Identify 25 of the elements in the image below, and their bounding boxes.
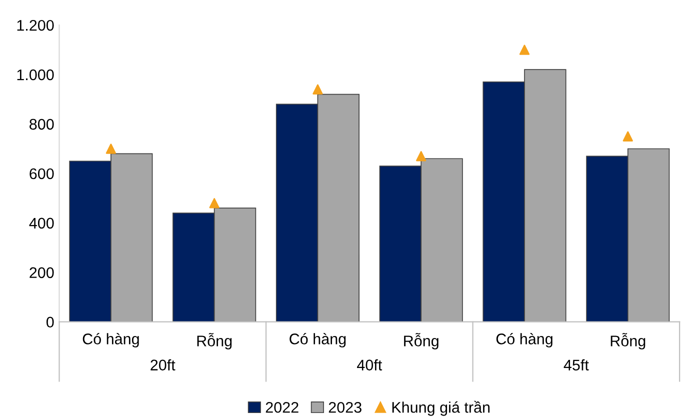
y-tick-label: 1.200 (17, 20, 54, 31)
y-tick-label: 200 (30, 267, 54, 278)
point (312, 84, 323, 94)
y-tick-label: 1.000 (17, 69, 54, 80)
point (209, 198, 220, 208)
point (622, 131, 633, 142)
x-tick-label: Có hàng (496, 332, 552, 348)
point (519, 44, 530, 55)
y-tick-label: 800 (30, 118, 54, 130)
x-tick-label: Rỗng (404, 332, 438, 350)
y-tick-label: 600 (30, 168, 54, 180)
legend-label: 2023 (328, 402, 362, 413)
text: 20ft (150, 359, 176, 370)
x-tick-label: Có hàng (82, 332, 139, 348)
text: 45ft (564, 359, 589, 370)
text: 40ft (357, 359, 382, 370)
point (106, 144, 116, 154)
y-tick-label: 0 (46, 316, 54, 328)
legend-label: Khung giá trần (392, 400, 490, 416)
legend-label: 2022 (266, 402, 298, 413)
x-tick-label: Rỗng (610, 332, 646, 350)
x-tick-label: Rỗng (197, 332, 232, 350)
point (416, 151, 426, 162)
x-tick-label: Có hàng (290, 332, 346, 348)
y-tick-label: 400 (29, 218, 54, 229)
